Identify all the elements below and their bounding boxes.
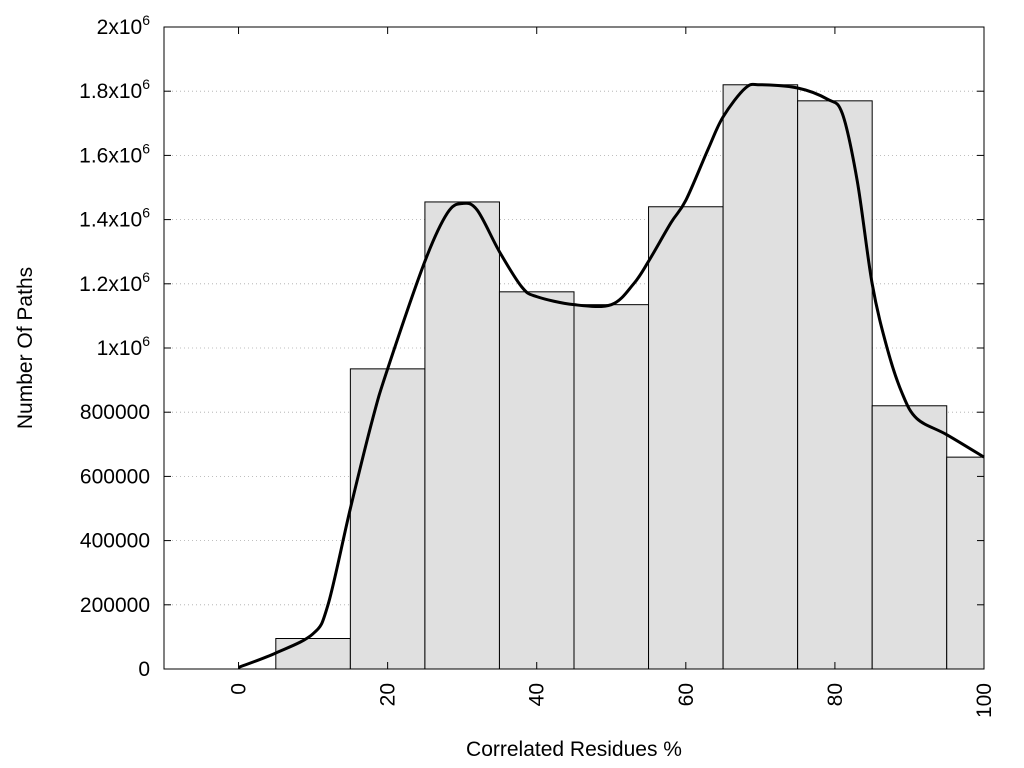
x-tick-label: 100	[973, 683, 996, 718]
y-tick-mantissa: 1.6x10	[79, 144, 142, 167]
y-tick-label: 1.2x106	[79, 269, 150, 296]
y-tick-mantissa: 1.8x10	[79, 80, 142, 103]
y-tick-exponent: 6	[142, 76, 150, 92]
y-tick-label: 0	[138, 658, 150, 681]
y-tick-label: 2x106	[97, 12, 151, 39]
y-tick-mantissa: 1.4x10	[79, 209, 142, 232]
histogram-bar	[648, 206, 724, 670]
histogram-bar	[424, 201, 500, 670]
smoothed-curve-layer	[238, 82, 985, 669]
y-tick-label: 1x106	[97, 333, 151, 360]
y-tick-label: 800000	[80, 401, 150, 424]
y-tick-label: 1.6x106	[79, 140, 150, 167]
y-tick-mantissa: 200000	[80, 594, 150, 617]
y-tick-mantissa: 1.2x10	[79, 273, 142, 296]
grid-lines	[164, 90, 984, 606]
x-tick-label: 60	[675, 683, 698, 706]
y-axis-ticks: 02000004000006000008000001x1061.2x1061.4…	[79, 12, 984, 681]
y-tick-mantissa: 0	[138, 658, 150, 681]
histogram-bars	[275, 84, 985, 670]
y-tick-exponent: 6	[142, 12, 150, 28]
histogram-bar	[871, 405, 948, 670]
smoothed-curve	[238, 82, 985, 669]
x-axis-ticks: 0 20 40 60 80 100	[228, 27, 996, 718]
y-tick-exponent: 6	[142, 333, 150, 349]
histogram-bar	[275, 638, 351, 670]
y-tick-label: 1.4x106	[79, 205, 150, 232]
y-tick-label: 200000	[80, 594, 150, 617]
y-tick-exponent: 6	[142, 205, 150, 221]
histogram-bar	[573, 304, 650, 670]
histogram-bar	[722, 84, 799, 670]
y-tick-exponent: 6	[142, 269, 150, 285]
y-tick-mantissa: 1x10	[97, 337, 143, 360]
y-tick-label: 400000	[80, 530, 150, 553]
y-tick-label: 1.8x106	[79, 76, 150, 103]
histogram-bar	[797, 100, 873, 670]
x-tick-label: 0	[228, 683, 251, 695]
y-axis-title: Number Of Paths	[14, 267, 37, 429]
y-tick-mantissa: 600000	[80, 465, 150, 488]
x-tick-label: 20	[377, 683, 400, 706]
histogram-bar	[349, 368, 426, 670]
histogram-bar	[946, 456, 985, 670]
y-tick-mantissa: 800000	[80, 401, 150, 424]
y-tick-label: 600000	[80, 465, 150, 488]
x-tick-label: 40	[526, 683, 549, 706]
y-tick-mantissa: 400000	[80, 530, 150, 553]
y-tick-exponent: 6	[142, 140, 150, 156]
histogram-bar	[498, 291, 575, 670]
y-tick-mantissa: 2x10	[97, 16, 143, 39]
x-axis-title: Correlated Residues %	[466, 738, 682, 761]
x-tick-label: 80	[824, 683, 847, 706]
